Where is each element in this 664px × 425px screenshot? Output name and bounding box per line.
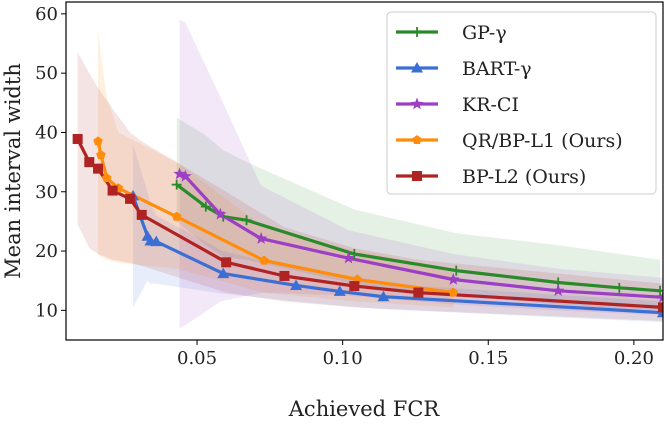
bp-l2-ours-point <box>125 193 136 204</box>
x-tick-label: 0.20 <box>614 348 654 369</box>
kr-ci-point <box>173 167 186 180</box>
bp-l2-ours-point <box>84 157 95 168</box>
qr-bp-l1-ours-point <box>259 255 269 265</box>
legend: GP-γ BART-γ KR-CI QR/BP-L1 (Ours) BP-L2 (Our… <box>386 11 657 195</box>
kr-ci-point <box>656 290 663 303</box>
confidence-bands <box>77 19 663 329</box>
x-tick-label: 0.15 <box>468 348 508 369</box>
legend-marker-gp-gamma <box>412 27 422 37</box>
qr-bp-l1-ours-point <box>448 287 459 297</box>
bp-l2-ours-point <box>136 209 147 220</box>
bp-l2-ours-point <box>72 133 83 144</box>
y-axis-ticks: 10 20 30 40 50 60 <box>35 4 66 321</box>
bart-gamma-point <box>150 235 163 247</box>
qr-bp-l1-ours-point <box>171 211 182 221</box>
gp-gamma-point <box>241 215 252 226</box>
gp-gamma-point <box>614 282 625 293</box>
legend-label-gp-gamma: GP-γ <box>462 22 507 44</box>
y-tick-label: 30 <box>35 182 58 203</box>
qr-bp-l1-ours-band <box>98 28 454 308</box>
gp-gamma-band <box>176 117 661 311</box>
gp-gamma-point <box>200 201 211 212</box>
x-tick-label: 0.05 <box>177 348 217 369</box>
x-axis-title: Achieved FCR <box>288 397 441 421</box>
bart-gamma-point <box>217 267 230 279</box>
bart-gamma-band <box>133 144 663 323</box>
qr-bp-l1-ours-point <box>93 136 103 146</box>
bp-l2-ours-point <box>279 270 290 281</box>
kr-ci-point <box>447 273 460 285</box>
legend-box <box>386 11 657 195</box>
bp-l2-ours-point <box>93 163 104 174</box>
bart-gamma-point <box>377 290 390 302</box>
bp-l2-ours-point <box>221 257 232 268</box>
y-tick-label: 50 <box>35 63 58 84</box>
kr-ci-point <box>254 232 268 244</box>
gp-gamma-point <box>451 265 462 276</box>
y-tick-label: 20 <box>35 241 58 262</box>
kr-ci-point <box>179 169 192 182</box>
y-tick-label: 60 <box>35 4 58 25</box>
bp-l2-ours-band <box>77 52 663 321</box>
kr-ci-point <box>342 251 355 264</box>
gp-gamma-point <box>349 249 360 260</box>
legend-marker-bp-l2-ours <box>412 171 422 181</box>
bp-l2-ours-point <box>658 302 663 313</box>
y-tick-label: 10 <box>35 300 58 321</box>
legend-label-qr-bp-l1-ours: QR/BP-L1 (Ours) <box>462 130 623 152</box>
x-tick-label: 0.10 <box>323 348 363 369</box>
bp-l2-ours-point <box>349 281 360 292</box>
gp-gamma-point <box>171 179 182 190</box>
legend-marker-bart-gamma <box>411 62 423 73</box>
kr-ci-point <box>214 207 227 220</box>
qr-bp-l1-ours-point <box>102 173 112 183</box>
legend-marker-qr-bp-l1-ours <box>412 135 422 145</box>
bp-l2-ours-point <box>107 185 118 196</box>
y-axis-title: Mean interval width <box>1 63 25 279</box>
y-tick-label: 40 <box>35 122 58 143</box>
legend-label-bp-l2-ours: BP-L2 (Ours) <box>462 166 586 188</box>
legend-label-bart-gamma: BART-γ <box>462 58 532 80</box>
plot-frame <box>65 1 664 341</box>
series-markers <box>72 133 663 318</box>
bart-gamma-point <box>290 279 303 290</box>
kr-ci-line <box>178 172 663 299</box>
bp-l2-ours-point <box>413 287 424 298</box>
qr-bp-l1-ours-point <box>96 149 106 160</box>
bart-gamma-point <box>333 285 346 296</box>
x-axis-ticks: 0.05 0.10 0.15 0.20 <box>177 340 654 369</box>
kr-ci-point <box>551 284 565 297</box>
gp-gamma-point <box>655 285 663 296</box>
legend-marker-kr-ci <box>410 97 424 110</box>
kr-ci-band <box>179 19 663 329</box>
legend-label-kr-ci: KR-CI <box>462 94 519 116</box>
